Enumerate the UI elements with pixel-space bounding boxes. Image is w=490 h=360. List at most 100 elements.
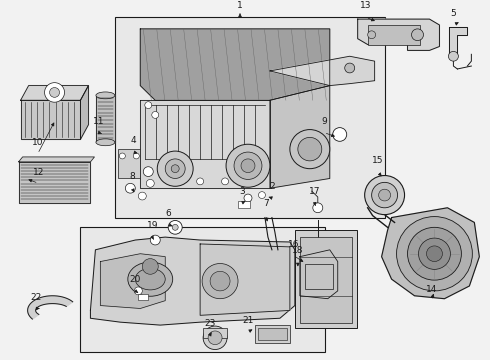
Circle shape (244, 194, 252, 202)
Text: 4: 4 (130, 136, 136, 145)
Polygon shape (100, 254, 165, 309)
Bar (138, 294, 148, 300)
Text: 23: 23 (204, 319, 216, 328)
Text: 19: 19 (147, 221, 158, 230)
Polygon shape (140, 100, 270, 188)
Bar (300, 237, 352, 323)
Polygon shape (21, 100, 80, 139)
Text: 2: 2 (269, 182, 275, 191)
Bar (238, 201, 250, 208)
Circle shape (49, 87, 59, 97)
Circle shape (241, 159, 255, 172)
Polygon shape (270, 56, 375, 86)
Circle shape (202, 264, 238, 299)
Circle shape (203, 326, 227, 350)
Polygon shape (270, 86, 330, 188)
Text: 20: 20 (130, 275, 141, 284)
Circle shape (426, 246, 442, 262)
Ellipse shape (135, 269, 165, 290)
Bar (115, 17, 385, 217)
Circle shape (138, 192, 147, 200)
Bar (258, 328, 287, 340)
Text: 7: 7 (263, 199, 269, 208)
Circle shape (298, 138, 322, 161)
Circle shape (196, 178, 204, 185)
Circle shape (157, 151, 193, 186)
Text: 9: 9 (321, 117, 327, 126)
Circle shape (134, 287, 142, 295)
Polygon shape (91, 237, 295, 325)
Ellipse shape (96, 92, 115, 99)
Polygon shape (449, 27, 467, 56)
Text: 17: 17 (309, 187, 320, 196)
Circle shape (290, 130, 330, 169)
Text: 12: 12 (33, 167, 44, 176)
Text: 11: 11 (93, 117, 104, 126)
Text: 13: 13 (360, 1, 371, 10)
Text: 22: 22 (30, 293, 41, 302)
Circle shape (147, 179, 154, 187)
Text: 6: 6 (165, 208, 171, 217)
Circle shape (172, 224, 178, 230)
Text: 14: 14 (426, 285, 437, 294)
Circle shape (171, 165, 179, 172)
Bar (119, 149, 140, 179)
Circle shape (396, 217, 472, 291)
Bar (368, 25, 419, 45)
Circle shape (368, 31, 376, 39)
Polygon shape (300, 250, 338, 299)
Bar (305, 264, 333, 289)
Text: 18: 18 (292, 246, 304, 255)
Circle shape (45, 83, 65, 102)
Text: 16: 16 (288, 240, 299, 249)
Bar (255, 325, 290, 343)
Circle shape (120, 153, 125, 159)
Polygon shape (19, 162, 91, 203)
Circle shape (152, 112, 159, 118)
Circle shape (333, 128, 347, 141)
Text: 21: 21 (242, 316, 254, 325)
Circle shape (379, 189, 391, 201)
Circle shape (125, 183, 135, 193)
Circle shape (208, 331, 222, 345)
Circle shape (418, 238, 450, 269)
Circle shape (143, 167, 153, 176)
Polygon shape (97, 95, 115, 142)
Circle shape (165, 159, 185, 179)
Bar (295, 230, 357, 328)
Polygon shape (140, 29, 330, 100)
Text: 8: 8 (129, 172, 135, 181)
Polygon shape (358, 19, 440, 50)
Circle shape (234, 152, 262, 179)
Ellipse shape (96, 139, 115, 146)
Polygon shape (382, 208, 479, 299)
Text: 10: 10 (32, 138, 43, 147)
Polygon shape (27, 296, 73, 319)
Circle shape (210, 271, 230, 291)
Bar (203, 328, 227, 338)
Circle shape (313, 203, 323, 213)
Text: 15: 15 (372, 156, 383, 165)
Circle shape (258, 192, 266, 198)
Circle shape (412, 29, 423, 41)
Bar (80, 227, 325, 352)
Circle shape (345, 63, 355, 73)
Text: 1: 1 (237, 1, 243, 10)
Polygon shape (80, 86, 89, 139)
Text: 5: 5 (450, 9, 456, 18)
Circle shape (408, 227, 462, 280)
Polygon shape (200, 244, 290, 315)
Polygon shape (21, 86, 89, 100)
Circle shape (365, 176, 405, 215)
Circle shape (371, 183, 397, 208)
Circle shape (226, 144, 270, 187)
Circle shape (168, 220, 182, 234)
Circle shape (150, 235, 160, 245)
Polygon shape (19, 157, 95, 162)
Text: 3: 3 (239, 187, 245, 196)
Ellipse shape (128, 262, 172, 296)
Circle shape (142, 258, 158, 274)
Circle shape (221, 178, 228, 185)
Circle shape (145, 102, 152, 109)
Circle shape (448, 51, 458, 61)
